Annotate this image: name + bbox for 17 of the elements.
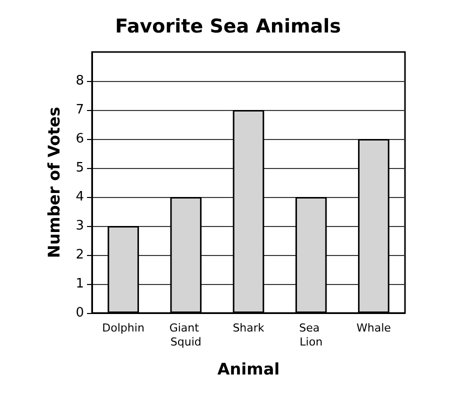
- y-axis-title: Number of Votes: [44, 106, 64, 258]
- y-tick-label: 0: [76, 306, 84, 320]
- y-tick-label: 5: [76, 160, 84, 176]
- y-tick-label: 6: [76, 132, 84, 146]
- y-tick-label: 8: [76, 74, 84, 88]
- y-tick-label: 3: [76, 218, 84, 234]
- x-tick-label: Shark: [232, 322, 265, 334]
- x-tick-label: Dolphin: [102, 322, 144, 334]
- x-tick-label: Sea Lion: [299, 322, 324, 348]
- x-tick-label: Whale: [356, 322, 392, 334]
- y-tick-label: 4: [76, 190, 84, 204]
- y-tick-label: 7: [76, 102, 84, 118]
- x-axis-title: Animal: [217, 360, 280, 378]
- y-tick-label: 2: [76, 248, 84, 262]
- chart-title: Favorite Sea Animals: [115, 16, 341, 38]
- x-tick-label: Giant Squid: [169, 322, 202, 348]
- y-tick-label: 1: [76, 276, 84, 292]
